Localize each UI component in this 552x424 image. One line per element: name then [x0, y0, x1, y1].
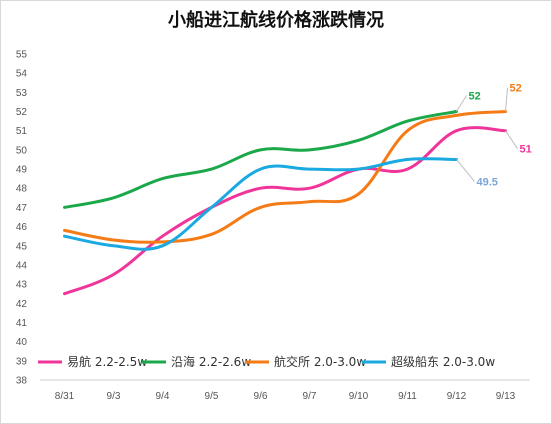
y-tick-label: 55: [16, 50, 28, 61]
y-tick-label: 47: [16, 203, 28, 214]
y-tick-label: 45: [16, 241, 28, 252]
series-line: [63, 126, 507, 296]
x-tick-label: 9/10: [349, 391, 369, 402]
x-tick-label: 9/4: [156, 391, 170, 402]
y-tick-label: 52: [16, 107, 28, 118]
end-label-leader: [505, 87, 508, 112]
y-tick-label: 42: [16, 299, 28, 310]
legend-label: 航交所 2.0-3.0w: [274, 354, 366, 369]
end-labels: 51 52 52 49.5: [456, 83, 532, 188]
y-tick-label: 44: [16, 260, 28, 271]
x-tick-label: 9/11: [398, 391, 417, 402]
chart-title: 小船进江航线价格涨跌情况: [168, 9, 384, 31]
x-tick-label: 9/12: [447, 391, 467, 402]
x-tick-label: 8/31: [55, 391, 75, 402]
y-tick-label: 39: [16, 356, 28, 367]
y-tick-label: 38: [16, 376, 28, 387]
legend-label: 超级船东 2.0-3.0w: [391, 354, 495, 369]
y-tick-label: 43: [16, 280, 28, 291]
series-group: [63, 110, 507, 296]
y-tick-label: 54: [16, 69, 28, 80]
end-label: 52: [469, 91, 481, 103]
end-label: 49.5: [477, 176, 498, 188]
end-label-leader: [456, 95, 467, 112]
x-axis: 8/31 9/3 9/4 9/5 9/6 9/7 9/10 9/11 9/12 9/13: [40, 379, 530, 402]
y-tick-label: 53: [16, 88, 28, 99]
y-tick-label: 49: [16, 165, 28, 176]
end-label-leader: [456, 159, 475, 182]
y-tick-label: 48: [16, 184, 28, 195]
end-label-leader: [505, 130, 518, 149]
y-tick-label: 46: [16, 222, 28, 233]
x-tick-label: 9/6: [254, 391, 268, 402]
legend-label: 沿海 2.2-2.6w: [171, 354, 251, 369]
x-tick-label: 9/3: [107, 391, 121, 402]
end-label: 51: [520, 144, 532, 156]
end-label: 52: [510, 83, 522, 95]
y-tick-label: 40: [16, 337, 28, 348]
y-tick-label: 50: [16, 145, 28, 156]
y-tick-label: 51: [16, 126, 28, 137]
legend: 易航 2.2-2.5w 沿海 2.2-2.6w 航交所 2.0-3.0w 超级船东 2…: [38, 354, 495, 369]
y-tick-label: 41: [16, 318, 28, 329]
x-tick-label: 9/13: [496, 391, 516, 402]
series-line: [63, 110, 507, 244]
y-axis: 38 39 40 41 42 43 44 45 46 47 48 49 50 51 52 53 54 55: [16, 50, 28, 387]
series-line: [63, 110, 458, 209]
x-tick-label: 9/7: [303, 391, 317, 402]
legend-label: 易航 2.2-2.5w: [67, 354, 147, 369]
series-line: [63, 157, 458, 251]
x-tick-label: 9/5: [205, 391, 219, 402]
